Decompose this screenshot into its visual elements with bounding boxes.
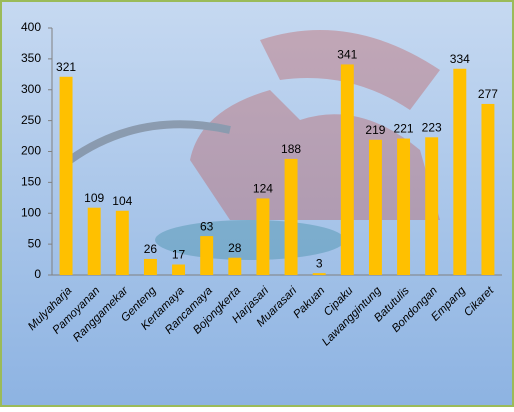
- bar: [481, 103, 495, 275]
- y-tick-label: 300: [21, 82, 41, 96]
- bar: [87, 207, 101, 275]
- value-label: 341: [337, 48, 357, 62]
- value-label: 334: [450, 52, 470, 66]
- bar: [425, 137, 439, 275]
- bar: [340, 64, 354, 276]
- bar: [143, 258, 157, 275]
- value-label: 188: [281, 142, 301, 156]
- bar: [59, 76, 73, 275]
- y-tick-label: 150: [21, 175, 41, 189]
- bar: [368, 139, 382, 275]
- bar: [284, 158, 298, 275]
- y-tick-label: 350: [21, 51, 41, 65]
- bar: [172, 264, 186, 275]
- value-label: 17: [172, 248, 186, 262]
- bar: [200, 236, 214, 275]
- value-label: 223: [422, 120, 442, 134]
- bar: [256, 198, 270, 275]
- value-label: 63: [200, 219, 214, 233]
- bar: [312, 273, 326, 275]
- value-label: 124: [253, 182, 273, 196]
- y-tick-label: 200: [21, 144, 41, 158]
- value-label: 28: [228, 241, 242, 255]
- bar: [397, 138, 411, 275]
- bar: [453, 68, 467, 275]
- value-label: 277: [478, 87, 498, 101]
- value-label: 104: [112, 194, 132, 208]
- value-label: 219: [365, 123, 385, 137]
- value-label: 26: [144, 242, 158, 256]
- y-tick-label: 100: [21, 205, 41, 219]
- value-label: 109: [84, 191, 104, 205]
- y-tick-label: 50: [28, 236, 42, 250]
- y-tick-label: 0: [34, 267, 41, 281]
- bar: [228, 257, 242, 275]
- y-tick-label: 250: [21, 113, 41, 127]
- y-tick-label: 400: [21, 20, 41, 34]
- bar: [115, 210, 129, 275]
- value-label: 221: [394, 122, 414, 136]
- value-label: 3: [316, 256, 323, 270]
- value-label: 321: [56, 60, 76, 74]
